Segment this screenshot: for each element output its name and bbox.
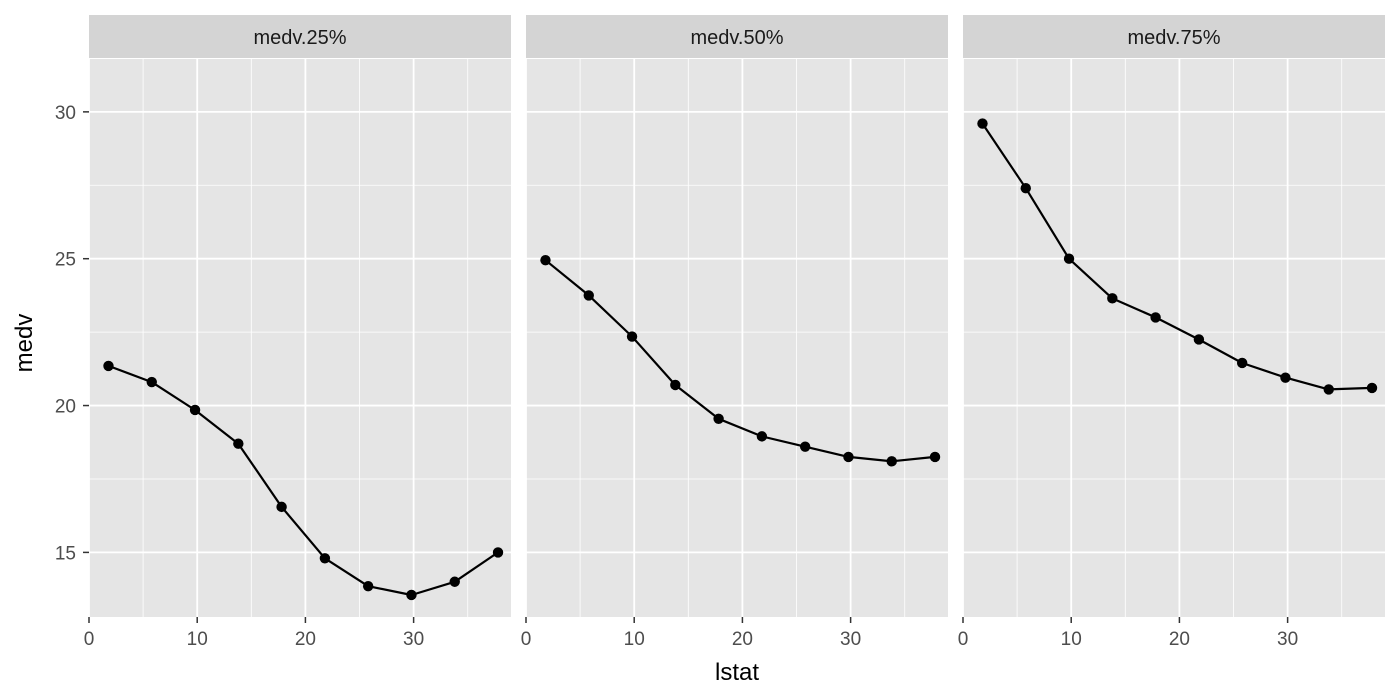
data-point [492,547,504,558]
data-point [713,413,724,424]
y-axis-title: medv [11,314,38,373]
facet-strip-label: medv.75% [1127,27,1220,49]
data-point [1020,183,1031,194]
series-line [981,122,1373,391]
x-tick-label: 10 [187,629,208,650]
x-tick-label: 30 [403,629,424,650]
data-point [670,379,681,391]
data-point [1236,357,1248,369]
data-point [799,441,811,452]
data-point [929,451,941,463]
data-point [233,438,244,449]
data-point [886,456,897,467]
data-point [103,360,114,372]
data-point [583,290,594,301]
data-point [1280,372,1291,383]
facet-strip-label: medv.50% [690,27,783,49]
data-point [626,331,638,342]
data-point [189,404,201,416]
facet-strip [89,15,511,58]
facet-panel: medv.25% 0 10 20 30 [84,15,511,650]
facet-panel: medv.75% 0 10 20 30 [958,15,1385,650]
data-point [362,580,374,592]
data-point [1193,334,1205,345]
x-tick-label: 10 [624,629,645,650]
data-point [977,118,988,129]
facet-strip-label: medv.25% [253,27,346,49]
data-point [540,254,551,266]
facet-strip [963,15,1385,58]
data-point [1107,293,1118,304]
x-axis-title: lstat [715,659,759,686]
x-tick-label: 30 [840,629,861,650]
data-point [1366,382,1378,394]
panel-background [526,59,948,617]
data-point [406,589,417,601]
y-axis: 15 20 25 30 [55,103,89,564]
y-tick-label: 15 [55,543,76,564]
y-tick-label: 30 [55,103,76,124]
series-line [544,259,936,463]
x-tick-label: 10 [1061,629,1082,650]
y-tick-label: 25 [55,250,76,271]
panel-background [89,59,511,617]
data-point [1150,312,1161,323]
facet-panel: medv.50% 0 10 20 30 [521,15,948,650]
data-point [276,501,287,513]
x-tick-label: 20 [295,629,316,650]
series-line [108,364,499,597]
data-point [449,576,460,587]
data-point [1323,384,1334,395]
facet-panels: medv.25% 0 10 20 30 medv.50% 0 10 20 30 medv.75% 0 1… [84,15,1385,650]
x-tick-label: 0 [521,629,532,650]
data-point [756,431,768,442]
y-tick-label: 20 [55,397,76,418]
x-tick-label: 20 [1169,629,1190,650]
data-point [843,451,854,463]
facet-strip [526,15,948,58]
x-tick-label: 30 [1277,629,1298,650]
data-point [146,376,157,388]
data-point [1063,253,1075,264]
x-tick-label: 0 [958,629,969,650]
data-point [319,553,331,564]
panel-background [963,59,1385,617]
x-tick-label: 0 [84,629,95,650]
x-tick-label: 20 [732,629,753,650]
